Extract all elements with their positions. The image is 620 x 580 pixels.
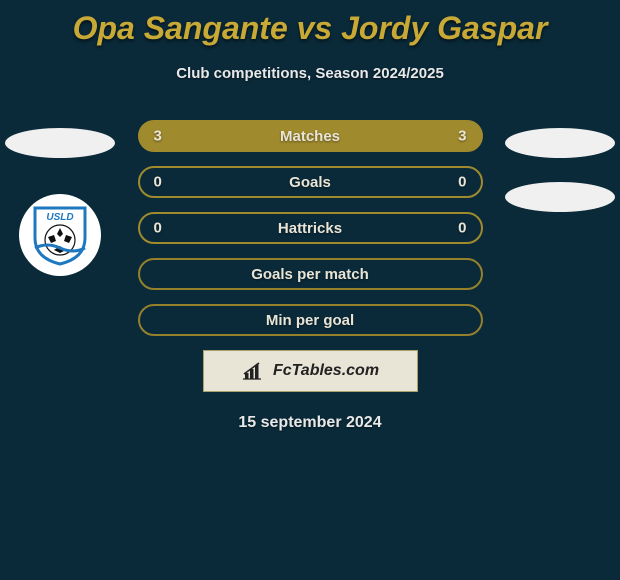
usld-badge-icon: USLD <box>29 204 91 266</box>
svg-text:USLD: USLD <box>46 212 73 223</box>
player-photo-placeholder <box>5 128 115 158</box>
stat-left-value: 0 <box>154 174 162 191</box>
club-badge-left: USLD <box>19 194 101 276</box>
stat-row-min-per-goal: Min per goal <box>138 304 483 336</box>
stat-row-goals: 0 Goals 0 <box>138 166 483 198</box>
stat-left-value: 3 <box>154 128 162 145</box>
attribution-box[interactable]: FcTables.com <box>203 350 418 392</box>
comparison-title: Opa Sangante vs Jordy Gaspar <box>0 0 620 47</box>
stat-row-matches: 3 Matches 3 <box>138 120 483 152</box>
stat-right-value: 3 <box>458 128 466 145</box>
stat-label: Min per goal <box>266 312 354 329</box>
left-player-column: USLD <box>0 120 120 276</box>
stat-label: Goals <box>289 174 331 191</box>
comparison-content: USLD 3 Matches 3 0 Goals 0 0 Hattrick <box>0 120 620 432</box>
player-photo-placeholder <box>505 128 615 158</box>
club-badge-placeholder <box>505 182 615 212</box>
stat-row-goals-per-match: Goals per match <box>138 258 483 290</box>
stat-label: Hattricks <box>278 220 342 237</box>
right-player-column <box>500 120 620 212</box>
comparison-subtitle: Club competitions, Season 2024/2025 <box>0 65 620 82</box>
stat-label: Goals per match <box>251 266 369 283</box>
attribution-text: FcTables.com <box>273 362 379 380</box>
comparison-date: 15 september 2024 <box>0 414 620 432</box>
stat-row-hattricks: 0 Hattricks 0 <box>138 212 483 244</box>
stat-right-value: 0 <box>458 174 466 191</box>
bar-chart-icon <box>241 361 269 381</box>
stat-left-value: 0 <box>154 220 162 237</box>
stat-right-value: 0 <box>458 220 466 237</box>
stat-rows: 3 Matches 3 0 Goals 0 0 Hattricks 0 Goal… <box>138 120 483 336</box>
stat-label: Matches <box>280 128 340 145</box>
